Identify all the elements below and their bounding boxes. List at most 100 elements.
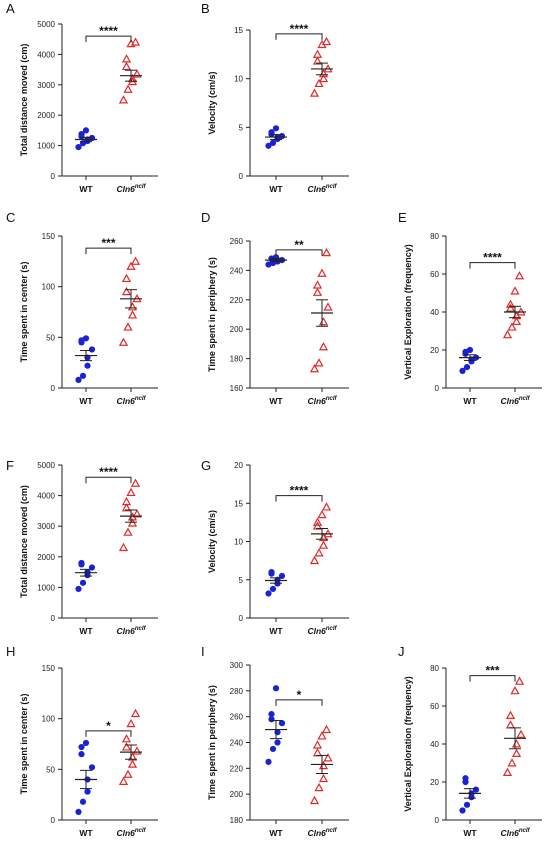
- y-tick-label: 180: [230, 816, 244, 825]
- y-tick-label: 2000: [37, 111, 55, 120]
- data-point-wt: [265, 590, 272, 597]
- x-tick-label: WT: [79, 396, 93, 406]
- significance-bracket: [469, 262, 516, 269]
- significance-label: ***: [101, 236, 115, 250]
- data-point-wt: [75, 585, 82, 593]
- y-tick-label: 0: [239, 172, 244, 181]
- panel-letter: A: [6, 1, 15, 16]
- data-point-mutant: [505, 710, 516, 719]
- significance-bracket: [275, 699, 323, 706]
- significance-bracket: [85, 247, 132, 255]
- x-tick-label: WT: [79, 626, 93, 636]
- y-axis-label: Velocity (cm/s): [207, 510, 217, 573]
- y-tick-label: 1000: [37, 142, 55, 151]
- y-axis-label: Vertical Exploration (frequency): [403, 676, 413, 812]
- panel-c: C 0 50 100 150 Time spent in center (s) WT Cln6…: [6, 210, 158, 406]
- panel-letter: C: [6, 210, 15, 225]
- significance-label: ****: [99, 465, 118, 479]
- data-point-wt: [459, 367, 466, 374]
- x-tick-label-superscript: nclf: [519, 828, 531, 834]
- data-point-mutant: [314, 782, 324, 792]
- data-point-mutant: [118, 337, 129, 346]
- data-point-mutant: [318, 760, 329, 770]
- data-point-mutant: [309, 364, 320, 373]
- data-point-mutant: [130, 478, 141, 487]
- data-point-wt: [268, 710, 275, 718]
- data-point-wt: [88, 346, 96, 353]
- data-point-mutant: [121, 503, 132, 512]
- x-tick-label-superscript: nclf: [326, 828, 338, 834]
- data-point-mutant: [502, 767, 513, 776]
- data-point-mutant: [121, 273, 132, 283]
- data-point-wt: [272, 125, 280, 132]
- significance-bracket: [85, 476, 132, 484]
- data-point-mutant: [317, 731, 327, 740]
- data-point-mutant: [318, 342, 329, 351]
- x-tick-label: Cln6nclf: [307, 184, 337, 194]
- x-tick-label-base: Cln6: [500, 828, 519, 838]
- significance-label: ****: [290, 484, 309, 498]
- data-point-wt: [278, 132, 286, 140]
- data-point-mutant: [318, 317, 329, 326]
- x-tick-label-superscript: nclf: [519, 396, 531, 402]
- y-axis-label: Vertical Exploration (frequency): [403, 244, 413, 380]
- y-tick-label: 40: [430, 308, 439, 317]
- y-tick-label: 5: [239, 123, 244, 132]
- y-tick-label: 10: [234, 538, 243, 547]
- y-tick-label: 50: [46, 765, 55, 774]
- data-point-wt: [463, 801, 471, 808]
- panel-d: D 160 180 200 220 240 260 Time spent in periphe…: [201, 210, 349, 406]
- data-point-wt: [78, 743, 85, 751]
- x-tick-label: Cln6nclf: [307, 396, 337, 406]
- data-point-wt: [459, 807, 466, 814]
- data-point-mutant: [126, 261, 136, 270]
- data-point-wt: [268, 129, 275, 136]
- y-tick-label: 0: [51, 172, 56, 181]
- data-point-mutant: [317, 268, 327, 277]
- x-tick-label-superscript: nclf: [135, 184, 147, 190]
- y-axis-label: Time spent in center (s): [19, 694, 29, 795]
- x-tick-label: Cln6nclf: [116, 828, 146, 838]
- data-point-mutant: [118, 95, 129, 104]
- y-tick-label: 15: [234, 499, 243, 508]
- y-axis-label: Time spent in center (s): [19, 262, 29, 363]
- data-point-wt: [274, 739, 281, 746]
- data-point-mutant: [314, 78, 324, 88]
- data-point-mutant: [123, 84, 133, 93]
- significance-label: **: [294, 238, 304, 252]
- panel-j: J 0 20 40 60 80 Vertical Exploration (frequenc…: [398, 644, 542, 838]
- data-point-wt: [268, 569, 275, 576]
- x-tick-label: WT: [269, 396, 283, 406]
- panel-letter: I: [201, 644, 205, 659]
- x-tick-label-base: Cln6: [116, 626, 135, 636]
- x-tick-label-superscript: nclf: [135, 396, 147, 402]
- significance-bracket: [469, 675, 516, 682]
- data-point-mutant: [127, 302, 138, 311]
- significance-bracket: [85, 730, 132, 737]
- data-point-mutant: [127, 518, 138, 527]
- data-point-mutant: [321, 247, 332, 257]
- data-point-wt: [84, 362, 91, 369]
- y-tick-label: 0: [51, 614, 56, 623]
- significance-label: *: [106, 719, 111, 733]
- data-point-mutant: [127, 310, 138, 319]
- data-point-mutant: [516, 729, 526, 738]
- data-point-wt: [82, 335, 90, 342]
- x-tick-label: Cln6nclf: [116, 184, 146, 194]
- y-tick-label: 60: [430, 702, 439, 711]
- data-point-mutant: [130, 37, 141, 46]
- x-tick-label: WT: [79, 828, 93, 838]
- data-point-mutant: [318, 73, 329, 83]
- y-axis-label: Time spent in periphery (s): [207, 685, 217, 800]
- data-point-mutant: [507, 758, 517, 767]
- x-tick-label: WT: [463, 396, 477, 406]
- data-point-mutant: [121, 54, 132, 63]
- data-point-mutant: [126, 487, 136, 497]
- data-point-wt: [265, 142, 272, 149]
- data-point-mutant: [317, 509, 327, 519]
- data-point-mutant: [118, 776, 129, 785]
- data-point-mutant: [312, 280, 323, 289]
- data-point-mutant: [321, 502, 332, 511]
- data-point-mutant: [312, 49, 323, 58]
- panel-f: F 0 1000 2000 3000 4000 5000 Total distance mov…: [6, 458, 158, 636]
